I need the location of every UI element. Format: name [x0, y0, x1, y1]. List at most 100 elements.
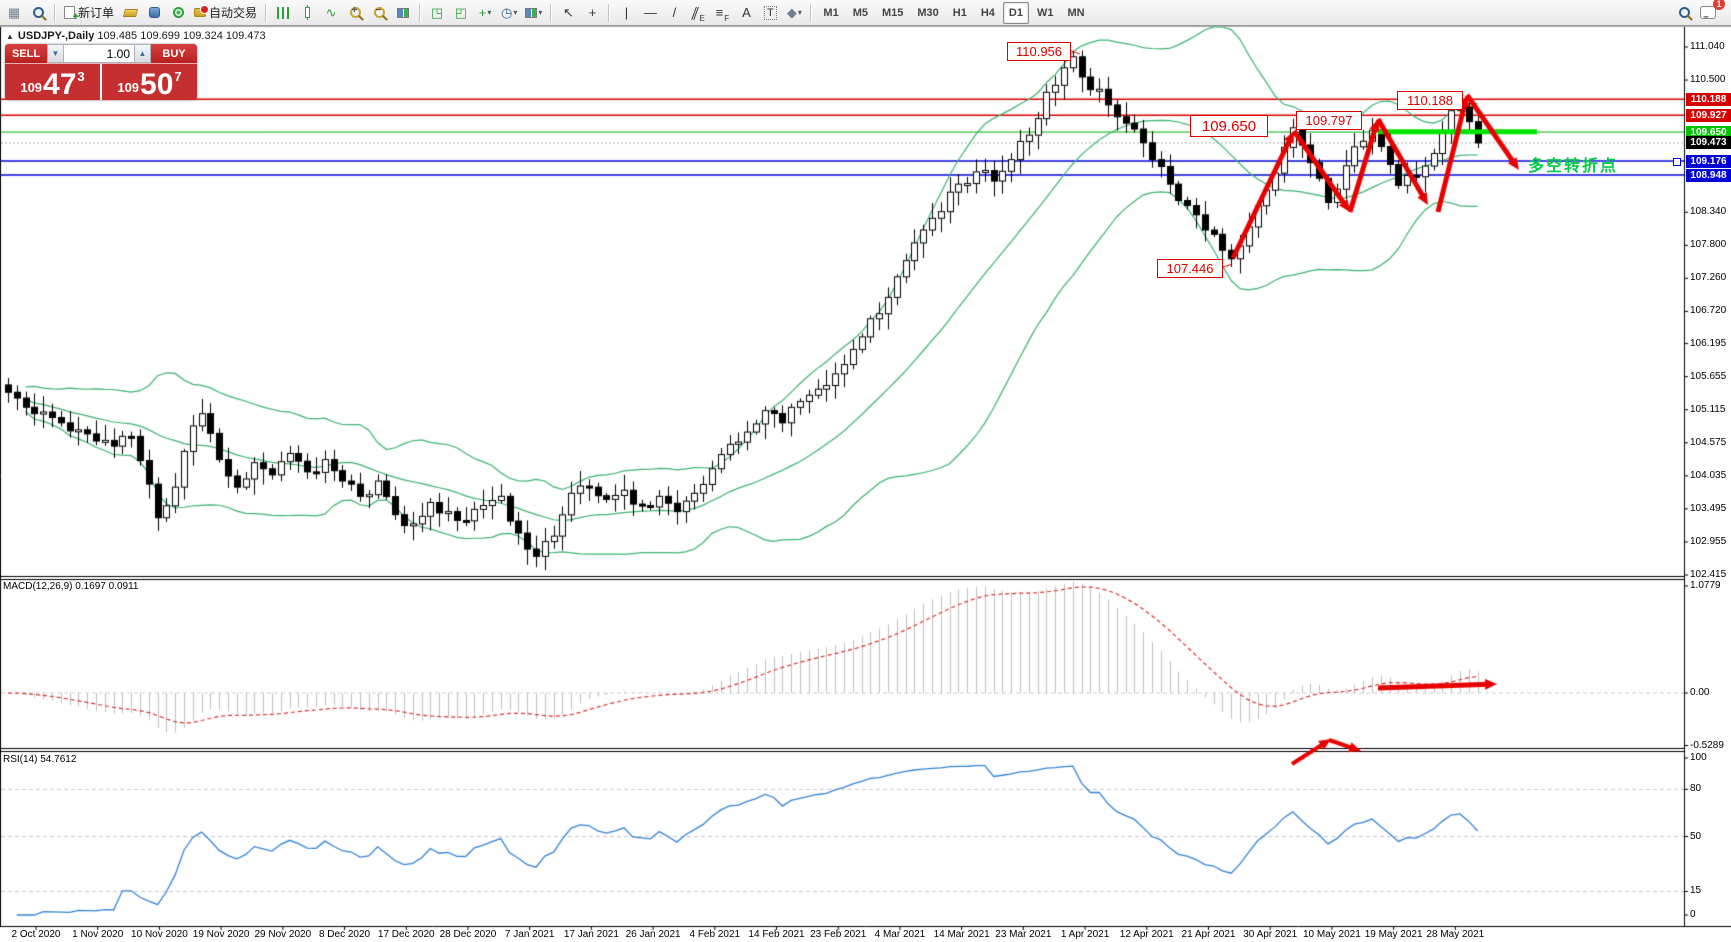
price-level-badge: 109.650	[1686, 125, 1731, 139]
data-window-button[interactable]	[143, 2, 165, 24]
buy-price-pip: 7	[174, 69, 182, 84]
date-axis-label: 10 May 2021	[1302, 929, 1361, 940]
line-chart-button[interactable]: ∿	[320, 2, 342, 24]
chart-shift-button[interactable]: ◰	[450, 2, 472, 24]
chart-window-button[interactable]: ▦	[3, 2, 25, 24]
macd-axis-tick: -0.5289	[1690, 739, 1724, 751]
timeframe-w1-button[interactable]: W1	[1031, 2, 1060, 24]
tile-windows-button[interactable]	[392, 2, 414, 24]
lot-increase-button[interactable]: ▲	[134, 44, 151, 63]
timeframe-h4-button[interactable]: H4	[975, 2, 1001, 24]
price-annotation-label[interactable]: 109.650	[1190, 115, 1268, 137]
trendline-icon: /	[672, 5, 677, 20]
timeframe-mn-button[interactable]: MN	[1061, 2, 1090, 24]
buy-button[interactable]: BUY	[151, 44, 197, 63]
price-annotation-label[interactable]: 110.188	[1397, 91, 1463, 110]
cursor-button[interactable]: ↖	[557, 2, 579, 24]
price-level-badge: 109.176	[1686, 154, 1731, 168]
collapse-icon[interactable]: ▲	[6, 32, 14, 41]
date-axis-label: 4 Mar 2021	[874, 929, 926, 940]
hline-drag-handle[interactable]	[1673, 158, 1681, 167]
lot-size-input[interactable]	[64, 44, 134, 63]
price-axis-tick: 105.655	[1690, 370, 1727, 382]
horizontal-line-button[interactable]: —	[639, 2, 661, 24]
indicators-icon: +	[478, 5, 487, 20]
text-button[interactable]: A	[735, 2, 757, 24]
zoom-in-button[interactable]	[344, 2, 366, 24]
bar-chart-icon	[277, 6, 290, 19]
date-axis-label: 2 Oct 2020	[11, 929, 61, 940]
new-order-icon	[64, 6, 79, 23]
timeframe-d1-button[interactable]: D1	[1002, 1, 1029, 24]
zoom-in-icon	[349, 5, 361, 18]
price-annotation-label[interactable]: 110.956	[1007, 42, 1071, 61]
chart-title-bar: ▲ USDJPY-,Daily 109.485 109.699 109.324 1…	[6, 30, 266, 42]
price-axis-tick: 106.195	[1690, 337, 1727, 349]
text-icon: A	[742, 5, 751, 20]
sell-price-main: 47	[43, 68, 77, 100]
bar-chart-button[interactable]	[272, 2, 294, 24]
vertical-line-button[interactable]: |	[615, 2, 637, 24]
price-axis-tick: 111.040	[1690, 41, 1725, 52]
shapes-icon: ◆	[786, 4, 797, 20]
timeframe-m15-button[interactable]: M15	[876, 2, 909, 24]
turning-point-annotation[interactable]: 多空转折点	[1528, 158, 1619, 175]
price-annotation-label[interactable]: 107.446	[1157, 259, 1223, 278]
templates-button[interactable]: ▾	[522, 2, 545, 24]
tile-windows-icon	[397, 7, 410, 18]
shapes-button[interactable]: ◆ ▾	[783, 2, 805, 24]
timeframe-m30-button[interactable]: M30	[911, 2, 944, 24]
label-button[interactable]: T	[759, 2, 781, 24]
cursor-icon: ↖	[562, 4, 574, 20]
autotrading-button[interactable]: 自动交易	[191, 2, 260, 24]
timeframe-m1-button[interactable]: M1	[817, 2, 844, 24]
notifications-button[interactable]: 1	[1697, 0, 1725, 24]
timeframe-m5-button[interactable]: M5	[847, 2, 874, 24]
candlestick-icon	[304, 5, 310, 20]
main-toolbar: ▦新订单自动交易∿◳◰+▾◷▾▾↖+|—/∥E≡FAT◆▾M1M5M15M30H…	[0, 0, 1731, 26]
autoscroll-button[interactable]: ◳	[426, 2, 448, 24]
date-axis-label: 28 Dec 2020	[439, 929, 497, 940]
sell-button[interactable]: SELL	[5, 44, 47, 63]
search-button[interactable]	[1673, 2, 1695, 24]
date-axis-label: 8 Dec 2020	[318, 929, 371, 940]
lot-decrease-button[interactable]: ▼	[47, 44, 64, 63]
price-axis-tick: 104.575	[1690, 436, 1727, 448]
toolbar-separator	[265, 3, 268, 22]
toolbar-separator	[54, 3, 56, 22]
down-arrow-icon: ▼	[51, 48, 60, 58]
crosshair-icon: +	[588, 5, 597, 20]
print-preview-button[interactable]	[27, 2, 49, 24]
fibonacci-icon: ≡	[715, 5, 724, 20]
date-axis-label: 14 Mar 2021	[933, 929, 990, 940]
fibonacci-button[interactable]: ≡ F	[711, 2, 733, 24]
price-level-badge: 109.927	[1686, 108, 1731, 122]
data-window-icon	[148, 7, 160, 18]
price-axis-tick: 102.955	[1690, 535, 1727, 547]
new-order-button[interactable]: 新订单	[61, 2, 117, 24]
buy-price-main: 50	[140, 68, 174, 100]
up-arrow-icon: ▲	[138, 48, 147, 58]
sell-price-display[interactable]: 109 47 3	[5, 64, 100, 100]
rsi-axis-tick: 80	[1690, 783, 1702, 795]
crosshair-button[interactable]: +	[581, 2, 603, 24]
price-annotation-label[interactable]: 109.797	[1296, 111, 1362, 130]
channel-button[interactable]: ∥ E	[687, 2, 709, 24]
zoom-out-button[interactable]	[368, 2, 390, 24]
date-axis-label: 17 Jan 2021	[563, 929, 619, 940]
indicators-button[interactable]: + ▾	[474, 2, 496, 24]
signals-icon	[172, 7, 184, 18]
timeframe-h1-button[interactable]: H1	[947, 2, 973, 24]
print-preview-icon	[32, 7, 44, 18]
signals-button[interactable]	[167, 2, 189, 24]
price-axis-tick: 105.115	[1690, 403, 1726, 415]
zoom-out-icon	[373, 5, 385, 18]
ohlc-values: 109.485 109.699 109.324 109.473	[97, 30, 266, 42]
candlestick-button[interactable]	[296, 2, 318, 24]
price-axis-tick: 110.500	[1690, 74, 1726, 86]
trendline-button[interactable]: /	[663, 2, 685, 24]
periods-button[interactable]: ◷ ▾	[498, 2, 520, 24]
market-depth-button[interactable]	[119, 2, 141, 24]
buy-price-display[interactable]: 109 50 7	[102, 64, 197, 100]
